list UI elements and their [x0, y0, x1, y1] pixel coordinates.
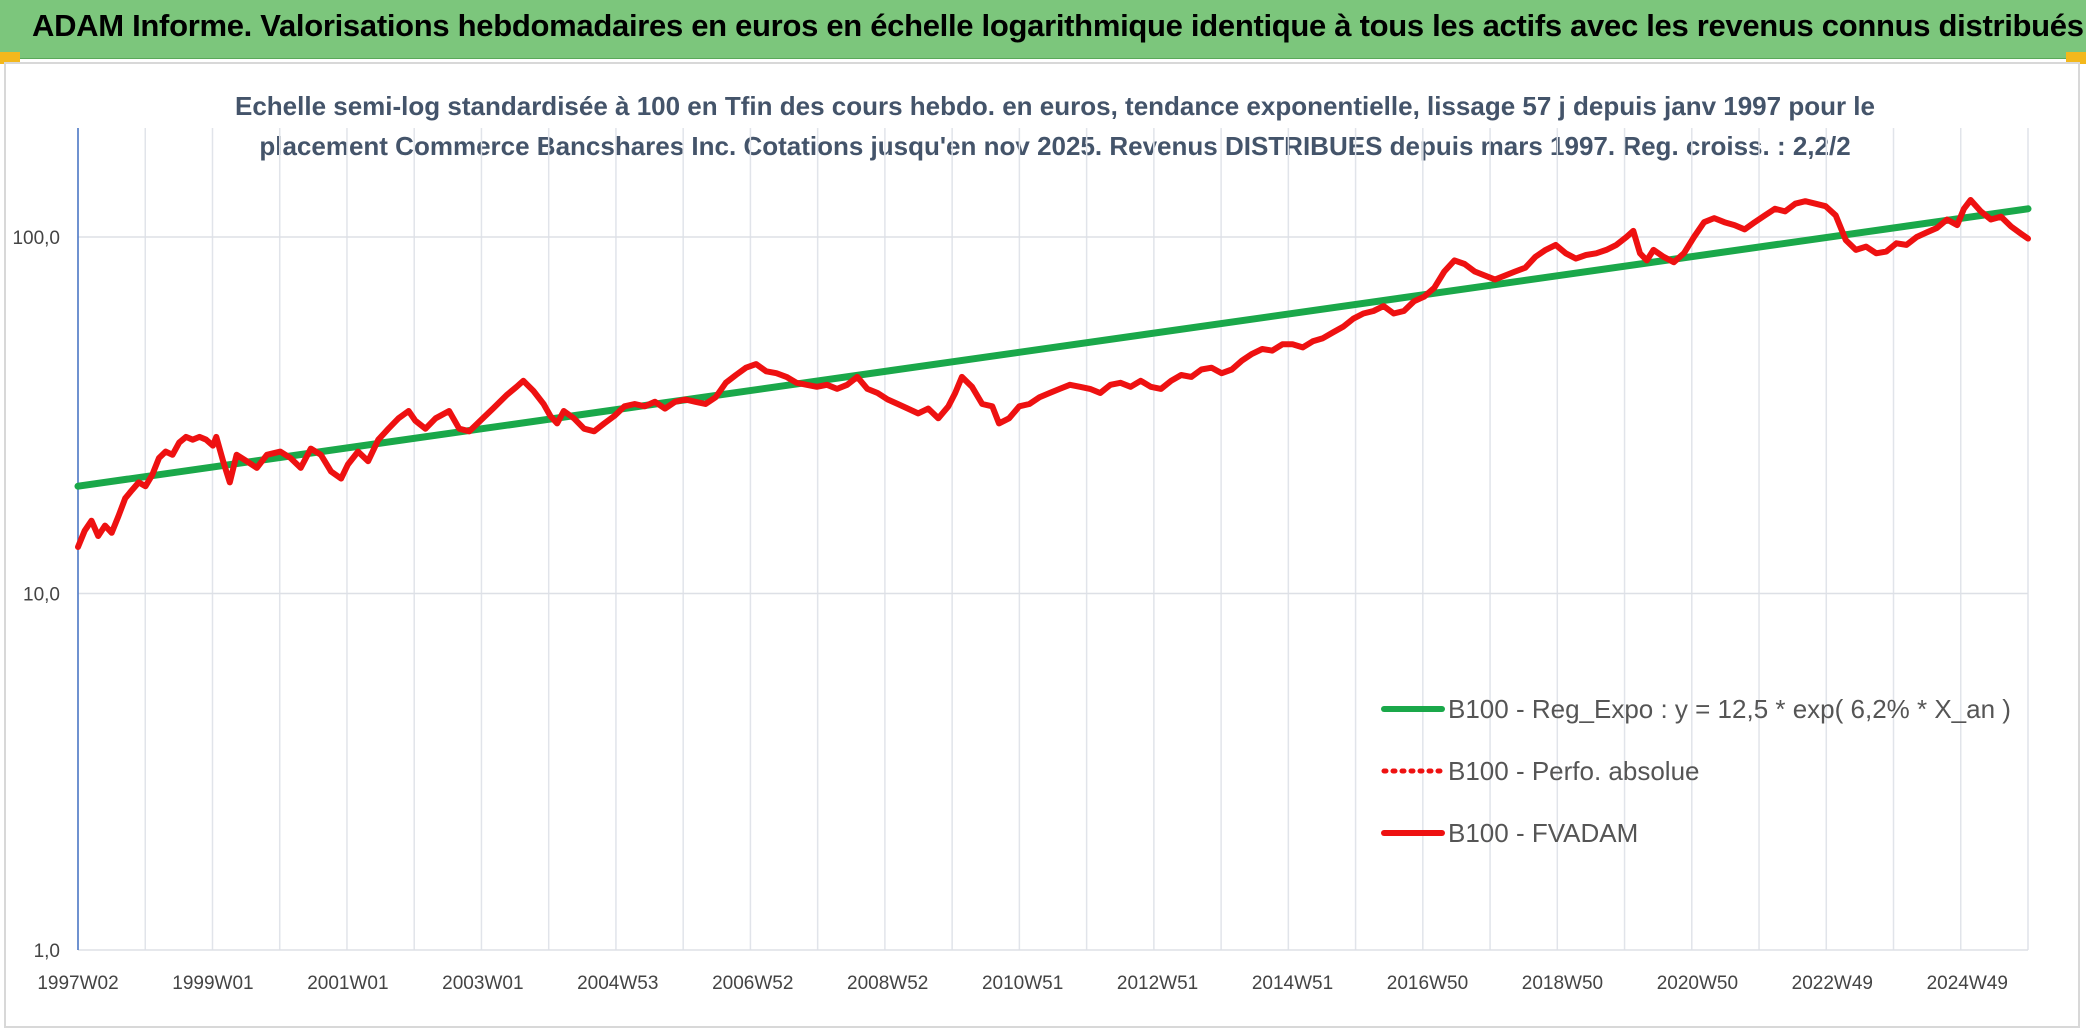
x-tick-label: 2004W53 — [577, 973, 658, 994]
x-tick-label: 2014W51 — [1252, 973, 1333, 994]
x-tick-label: 2024W49 — [1927, 973, 2008, 994]
corner-accent-right — [2066, 52, 2086, 64]
regression-line — [74, 205, 2032, 490]
series-layer — [74, 197, 2032, 550]
y-tick-label: 100,0 — [12, 228, 60, 249]
x-tick-label: 1999W01 — [172, 973, 253, 994]
x-tick-label: 2008W52 — [847, 973, 928, 994]
chart-title: Echelle semi-log standardisée à 100 en T… — [230, 86, 1880, 166]
x-tick-label: 2012W51 — [1117, 973, 1198, 994]
x-tick-label: 2010W51 — [982, 973, 1063, 994]
y-tick-label: 1,0 — [34, 941, 60, 962]
corner-accent-left — [0, 52, 20, 64]
x-tick-label: 2001W01 — [307, 973, 388, 994]
x-tick-label: 2016W50 — [1387, 973, 1468, 994]
x-tick-label: 2020W50 — [1657, 973, 1738, 994]
legend: B100 - Reg_Expo : y = 12,5 * exp( 6,2% *… — [1381, 694, 2011, 848]
chart-title-line-1: Echelle semi-log standardisée à 100 en T… — [234, 91, 1875, 121]
x-tick-label: 2018W50 — [1522, 973, 1603, 994]
x-tick-label: 1997W02 — [37, 973, 118, 994]
gridlines — [77, 128, 2029, 951]
legend-label-fvadam-line: B100 - FVADAM — [1448, 818, 1638, 848]
x-tick-label: 2003W01 — [442, 973, 523, 994]
chart-title-line-2: placement Commerce Bancshares Inc. Cotat… — [259, 131, 1851, 161]
header-banner: ADAM Informe. Valorisations hebdomadaire… — [0, 0, 2086, 59]
page-title: ADAM Informe. Valorisations hebdomadaire… — [32, 8, 2084, 43]
fvadam-line — [75, 197, 2031, 550]
tick-labels: 1,0 10,0 100,0 1997W02 1999W01 2001W01 2003W01… — [12, 228, 2007, 994]
x-tick-label: 2006W52 — [712, 973, 793, 994]
legend-label-perfo-absolue-line: B100 - Perfo. absolue — [1448, 756, 1700, 786]
y-tick-label: 10,0 — [23, 585, 60, 606]
legend-label-regression-line: B100 - Reg_Expo : y = 12,5 * exp( 6,2% *… — [1448, 694, 2011, 724]
x-tick-label: 2022W49 — [1792, 973, 1873, 994]
